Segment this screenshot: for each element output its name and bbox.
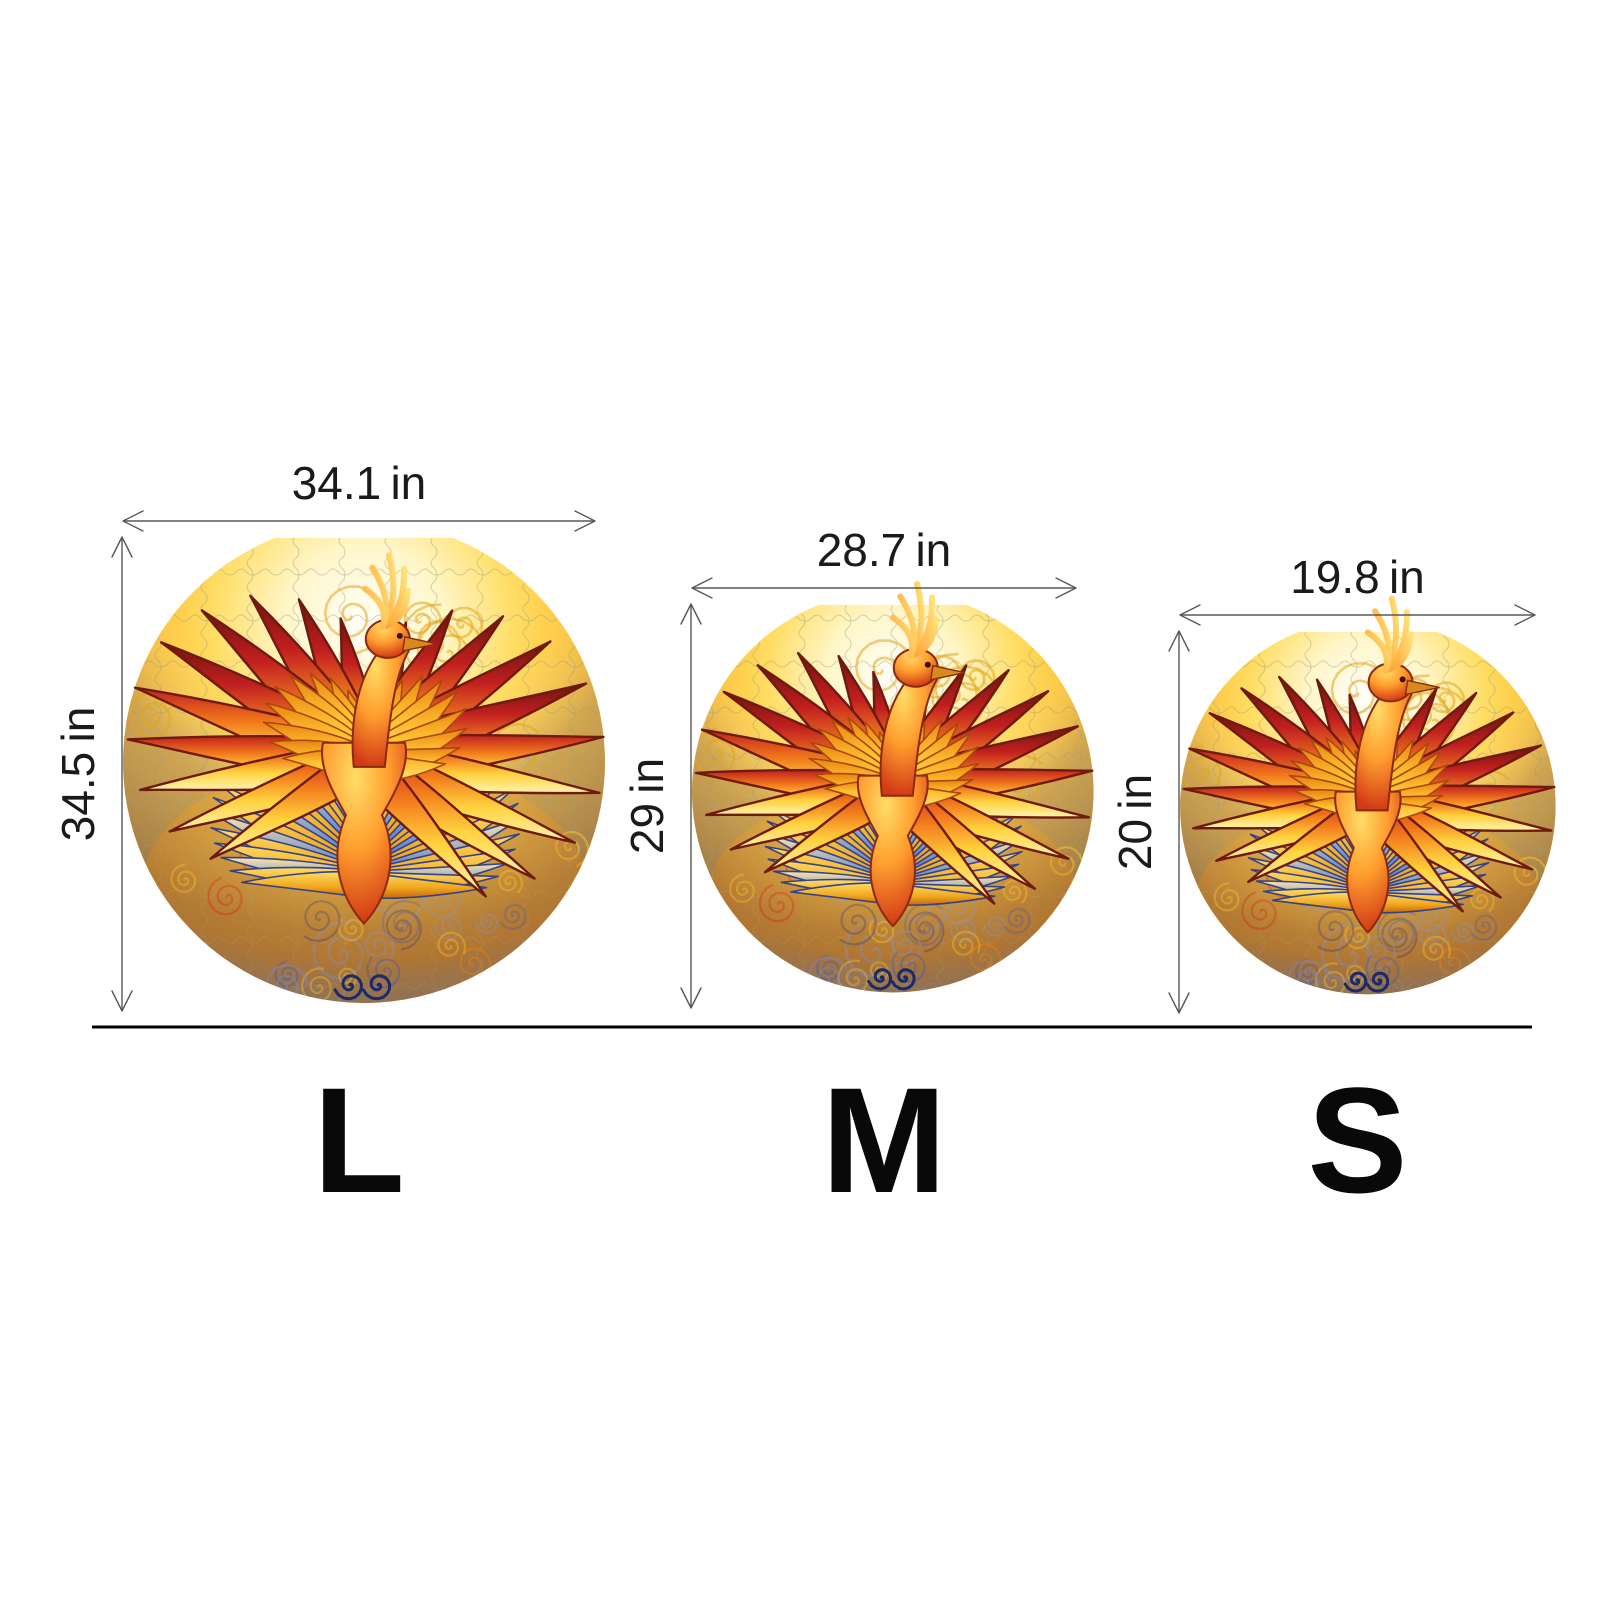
svg-text:34.5 in: 34.5 in (52, 707, 104, 842)
svg-text:28.7 in: 28.7 in (817, 524, 952, 576)
svg-text:19.8 in: 19.8 in (1290, 551, 1425, 603)
svg-text:S: S (1307, 1056, 1407, 1224)
svg-text:L: L (313, 1056, 405, 1224)
svg-text:29 in: 29 in (621, 758, 673, 854)
svg-text:20 in: 20 in (1109, 774, 1161, 870)
svg-text:34.1 in: 34.1 in (292, 457, 427, 509)
svg-text:M: M (822, 1056, 947, 1224)
